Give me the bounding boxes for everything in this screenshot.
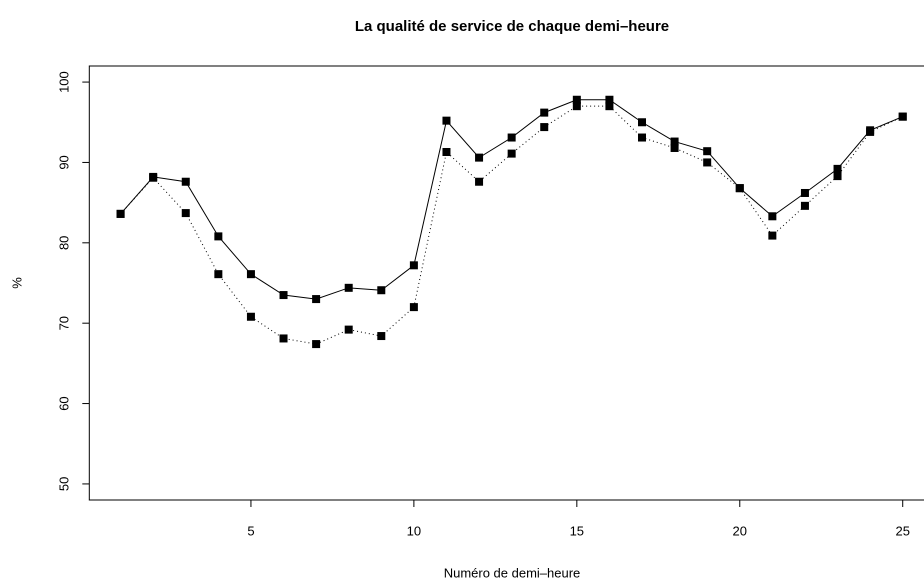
marker: [572, 95, 581, 104]
marker: [540, 108, 549, 117]
y-axis-label: %: [9, 277, 24, 289]
y-tick-label: 90: [57, 155, 72, 169]
x-tick-label: 10: [407, 523, 421, 538]
marker: [507, 133, 516, 142]
marker: [181, 177, 190, 186]
marker: [540, 123, 549, 132]
marker: [833, 172, 842, 181]
x-tick-label: 20: [733, 523, 747, 538]
marker: [344, 325, 353, 334]
marker: [409, 261, 418, 270]
y-tick-label: 100: [57, 71, 72, 93]
series-line: [120, 99, 903, 300]
marker: [507, 149, 516, 158]
marker: [442, 116, 451, 125]
x-tick-label: 15: [570, 523, 584, 538]
y-tick-label: 80: [57, 236, 72, 250]
y-tick-label: 70: [57, 316, 72, 330]
marker: [735, 184, 744, 193]
marker: [768, 231, 777, 240]
marker: [246, 270, 255, 279]
marker: [409, 303, 418, 312]
marker: [475, 177, 484, 186]
marker: [442, 147, 451, 156]
y-tick-label: 50: [57, 477, 72, 491]
x-tick-label: 25: [895, 523, 909, 538]
marker: [638, 133, 647, 142]
marker: [279, 334, 288, 343]
marker: [214, 270, 223, 279]
marker: [279, 291, 288, 300]
marker: [800, 188, 809, 197]
marker: [312, 340, 321, 349]
marker: [214, 232, 223, 241]
marker: [703, 147, 712, 156]
marker: [670, 143, 679, 152]
marker: [475, 153, 484, 162]
chart-title: La qualité de service de chaque demi–heu…: [355, 18, 669, 35]
marker: [377, 332, 386, 341]
marker: [768, 212, 777, 221]
marker: [344, 283, 353, 292]
marker: [866, 127, 875, 136]
marker: [377, 286, 386, 295]
marker: [605, 95, 614, 104]
marker: [149, 173, 158, 182]
series-line: [120, 105, 903, 345]
y-tick-label: 60: [57, 396, 72, 410]
marker: [572, 102, 581, 111]
marker: [246, 312, 255, 321]
marker: [181, 209, 190, 218]
marker: [800, 201, 809, 210]
marker: [833, 164, 842, 173]
marker: [898, 112, 907, 121]
x-axis-label: Numéro de demi–heure: [444, 565, 581, 580]
marker: [605, 102, 614, 111]
plot-frame: [88, 65, 924, 501]
x-tick-label: 5: [247, 523, 254, 538]
marker: [703, 158, 712, 167]
marker: [638, 118, 647, 127]
marker: [670, 137, 679, 146]
marker: [312, 295, 321, 304]
marker: [116, 209, 125, 218]
